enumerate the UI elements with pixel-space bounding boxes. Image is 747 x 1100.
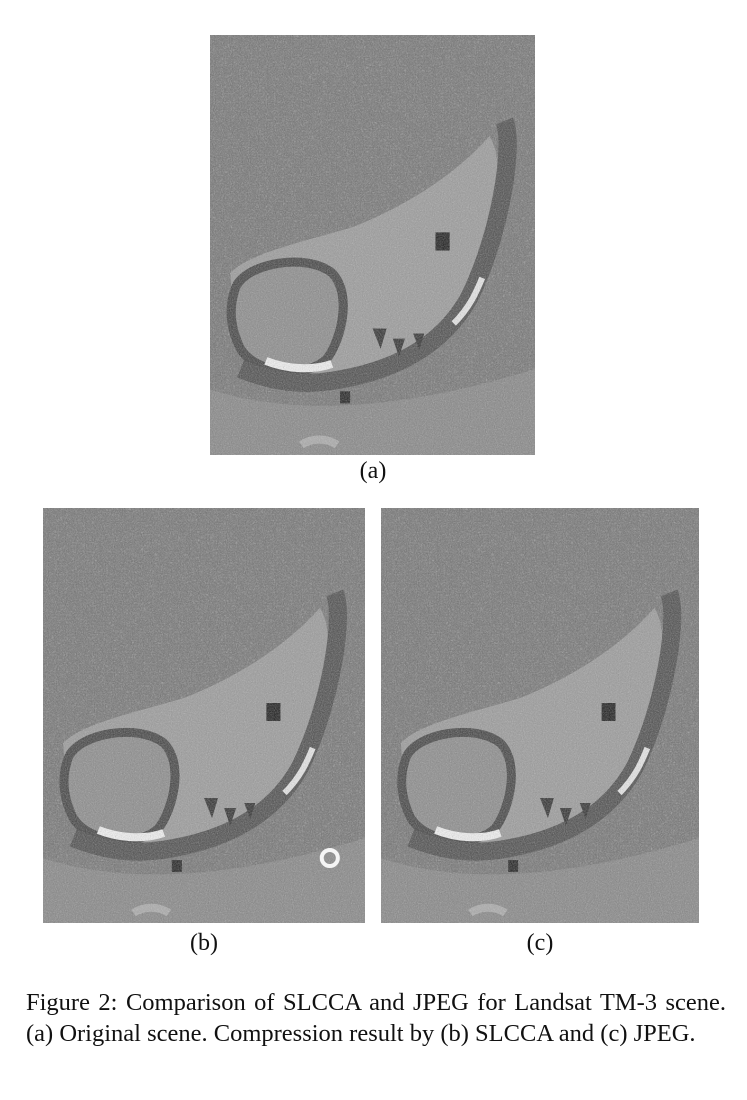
panel-a-label: (a) (359, 458, 387, 484)
panel-c-image (381, 508, 699, 923)
panel-a-image (210, 35, 535, 455)
slcca-artifact-mark (319, 848, 340, 868)
panel-c-label: (c) (526, 930, 554, 956)
panel-b-label: (b) (190, 930, 218, 956)
figure-caption: Figure 2: Comparison of SLCCA and JPEG f… (26, 989, 726, 1047)
panel-b-image (43, 508, 365, 923)
